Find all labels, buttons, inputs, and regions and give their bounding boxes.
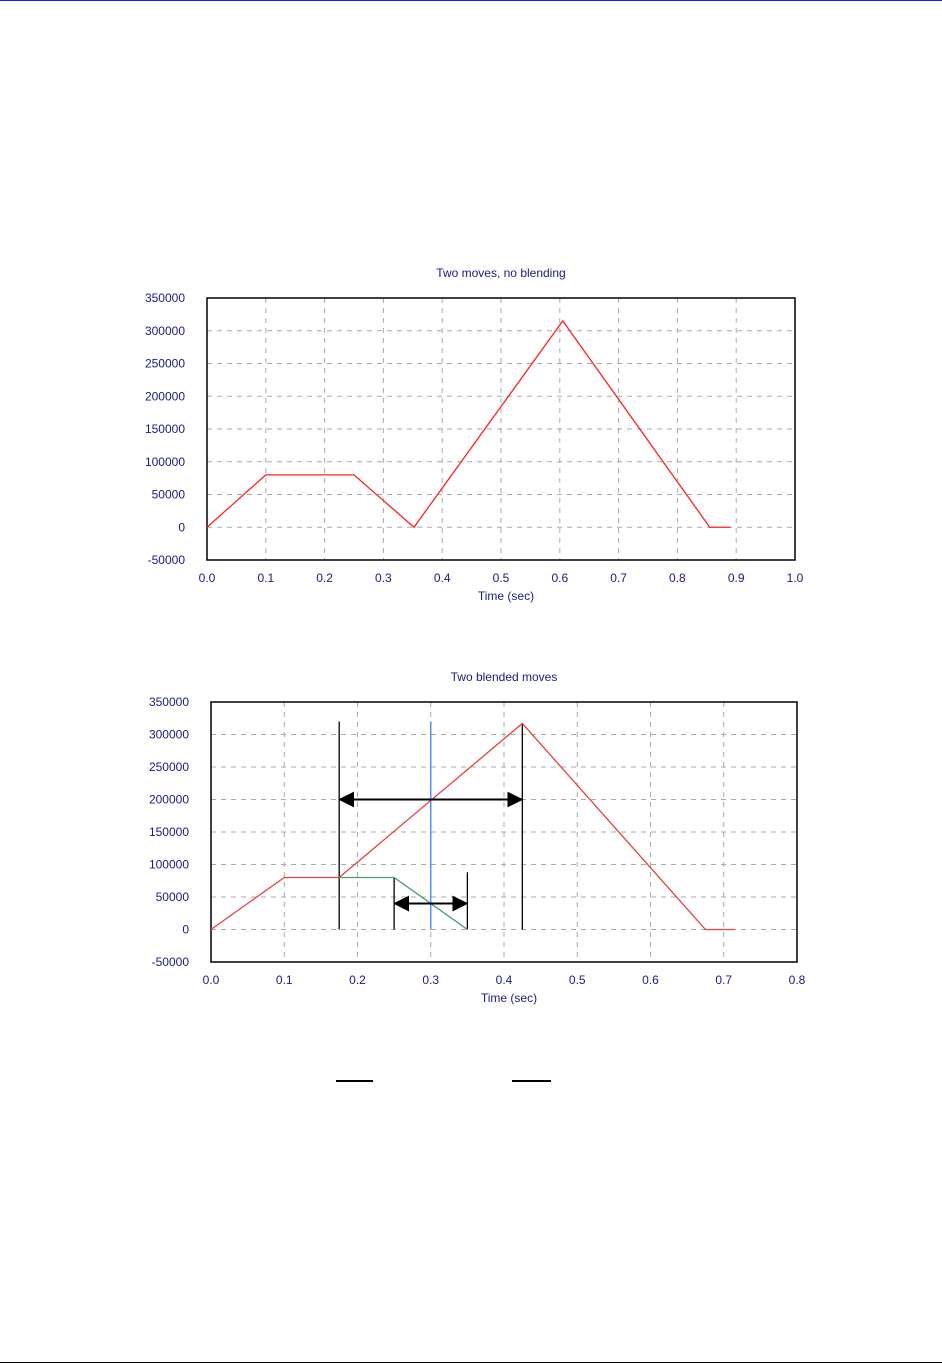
series-line [339,876,468,931]
y-tick-label: 100000 [149,858,189,872]
y-tick-label: 150000 [149,825,189,839]
x-tick-label: 0.1 [257,571,274,585]
y-tick-label: 350000 [149,695,189,709]
y-tick-label: 250000 [149,760,189,774]
x-tick-label: 1.0 [787,571,804,585]
y-tick-label: 300000 [145,324,185,338]
x-tick-label: 0.9 [728,571,745,585]
y-tick-label: 250000 [145,357,185,371]
x-tick-label: 0.7 [610,571,627,585]
y-tick-label: 200000 [145,389,185,403]
chart-blended: Two blended moves 0.0 0.1 0.2 0.3 0.4 0.5 0.6 0.… [149,670,806,1005]
series-line [206,319,731,529]
x-axis-label: Time (sec) [478,589,534,603]
fraction-bar [512,1080,551,1082]
x-tick-label: 0.4 [496,973,513,987]
y-tick-label: 0 [178,520,185,534]
chart-title: Two blended moves [451,670,558,684]
plot-frame [210,701,798,963]
y-tick-label: 50000 [156,890,190,904]
x-tick-label: 0.0 [203,973,220,987]
y-tick-label: 150000 [145,422,185,436]
x-tick-label: 0.0 [199,571,216,585]
x-tick-label: 0.3 [375,571,392,585]
x-tick-label: 0.3 [422,973,439,987]
x-tick-label: 0.4 [434,571,451,585]
x-axis-label: Time (sec) [481,991,537,1005]
y-tick-label: 50000 [152,488,186,502]
y-tick-label: 100000 [145,455,185,469]
x-tick-label: 0.8 [789,973,806,987]
chart-no-blending: Two moves, no blending 0.0 0.1 0.2 0.3 0.4 0.5… [145,266,804,603]
x-tick-label: 0.6 [551,571,568,585]
fraction-bar [336,1080,373,1082]
chart-title: Two moves, no blending [436,266,565,280]
x-tick-label: 0.5 [569,973,586,987]
header-rule [0,0,942,1]
footer-rule [0,1362,942,1363]
y-tick-label: -50000 [152,955,190,969]
y-tick-label: 200000 [149,793,189,807]
y-tick-label: 350000 [145,291,185,305]
x-tick-label: 0.7 [715,973,732,987]
y-tick-label: -50000 [148,553,186,567]
x-tick-label: 0.6 [642,973,659,987]
x-tick-label: 0.8 [669,571,686,585]
x-tick-label: 0.2 [349,973,366,987]
x-tick-label: 0.2 [316,571,333,585]
y-tick-label: 0 [182,923,189,937]
plot-frame [206,297,796,561]
series-line [210,722,735,931]
y-tick-label: 300000 [149,728,189,742]
x-tick-label: 0.1 [276,973,293,987]
x-tick-label: 0.5 [493,571,510,585]
